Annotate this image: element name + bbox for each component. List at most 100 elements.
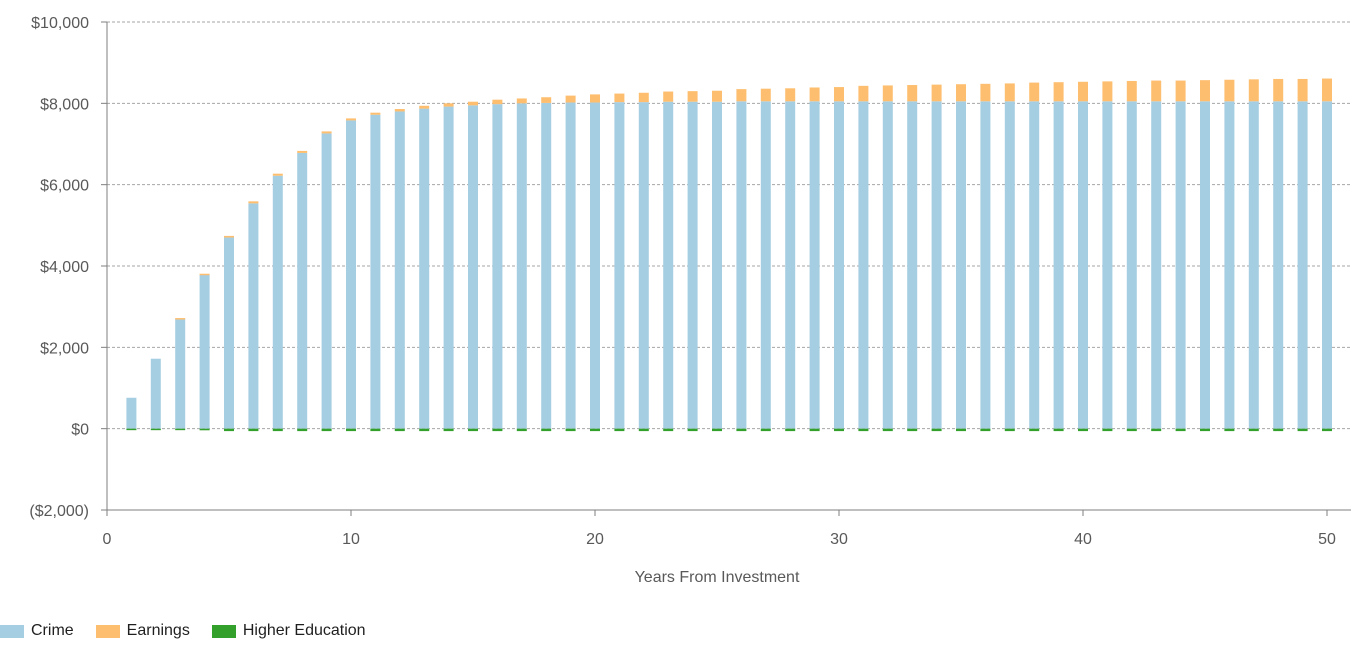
bar-segment-higher-education <box>1053 428 1064 432</box>
bar-segment-earnings <box>1248 79 1259 102</box>
y-tick-label: $2,000 <box>40 340 89 357</box>
x-tick-label: 20 <box>586 531 604 548</box>
bar-segment-earnings <box>443 103 454 107</box>
bar-segment-higher-education <box>956 428 966 432</box>
bar-segment-earnings <box>931 84 942 102</box>
bar-segment-higher-education <box>1004 428 1015 432</box>
bar-segment-earnings <box>980 83 991 102</box>
bar-segment-crime <box>980 101 991 429</box>
bar-segment-higher-education <box>638 428 649 432</box>
bar-segment-earnings <box>1273 78 1284 102</box>
bar-segment-crime <box>712 101 722 429</box>
bar-segment-crime <box>394 111 405 429</box>
bar-segment-higher-education <box>419 428 430 432</box>
bar-segment-earnings <box>590 94 600 103</box>
legend: Crime Earnings Higher Education <box>0 622 388 640</box>
bar-segment-higher-education <box>1029 428 1040 432</box>
bar-segment-crime <box>224 237 234 429</box>
bar-segment-earnings <box>1175 80 1186 102</box>
bar-segment-earnings <box>370 112 381 115</box>
bar-segment-earnings <box>1126 80 1137 102</box>
bar-segment-crime <box>907 101 918 429</box>
bar-segment-earnings <box>1004 83 1015 102</box>
bar-segment-higher-education <box>1297 428 1308 432</box>
bar-segment-crime <box>809 101 820 429</box>
bar-segment-higher-education <box>443 428 454 432</box>
bar-segment-crime <box>541 102 552 429</box>
bar-segment-earnings <box>1297 78 1308 102</box>
bar-segment-earnings <box>321 131 332 134</box>
bar-segment-earnings <box>468 101 478 106</box>
bar-segment-crime <box>175 318 186 429</box>
bar-segment-higher-education <box>175 428 186 431</box>
bar-segment-crime <box>1297 101 1308 429</box>
bar-segment-higher-education <box>1248 428 1259 432</box>
bar-segment-earnings <box>346 118 356 121</box>
bar-segment-higher-education <box>1273 428 1284 432</box>
bar-segment-higher-education <box>272 428 283 432</box>
bar-segment-higher-education <box>590 428 600 432</box>
bar-segment-higher-education <box>370 428 381 432</box>
bar-segment-crime <box>785 101 796 429</box>
bar-segment-higher-education <box>1224 428 1235 432</box>
gridlines <box>107 21 1351 430</box>
bar-segment-higher-education <box>468 428 478 432</box>
bar-segment-crime <box>346 120 356 429</box>
bar-segment-earnings <box>1102 81 1113 102</box>
bar-segment-higher-education <box>346 428 356 432</box>
bar-segment-crime <box>956 101 966 429</box>
x-tick-label: 0 <box>103 531 112 548</box>
x-tick-label: 50 <box>1318 531 1336 548</box>
bar-segment-earnings <box>736 89 747 102</box>
bar-segment-crime <box>199 274 210 429</box>
bar-segment-earnings <box>858 85 869 102</box>
bar-segment-higher-education <box>1322 428 1332 432</box>
bar-segment-higher-education <box>297 428 308 432</box>
bar-segment-higher-education <box>712 428 722 432</box>
bar-segment-higher-education <box>736 428 747 432</box>
bar-segment-crime <box>1273 101 1284 429</box>
bar-segment-higher-education <box>785 428 796 432</box>
bar-segment-higher-education <box>248 428 259 432</box>
y-tick-label: $10,000 <box>31 15 89 32</box>
bar-segment-higher-education <box>809 428 820 432</box>
bar-segment-higher-education <box>1102 428 1113 432</box>
bar-segment-higher-education <box>224 428 234 432</box>
bar-segment-higher-education <box>1078 428 1088 432</box>
bar-segment-higher-education <box>565 428 576 432</box>
bar-segment-earnings <box>1322 78 1332 102</box>
legend-swatch <box>0 624 24 638</box>
bar-segment-higher-education <box>1175 428 1186 432</box>
axes: ($2,000) $0 $2,000 $4,000 $6,000 $8,000 $10,00… <box>29 15 1351 548</box>
bar-segment-crime <box>272 175 283 429</box>
bar-segment-crime <box>590 102 600 429</box>
legend-swatch <box>211 624 236 638</box>
bar-segment-higher-education <box>858 428 869 432</box>
legend-item-crime: Crime <box>0 622 74 640</box>
bar-segment-crime <box>638 102 649 429</box>
bar-segment-crime <box>858 101 869 429</box>
bar-segment-crime <box>1078 101 1088 429</box>
bar-segment-crime <box>126 397 137 429</box>
bar-segment-crime <box>492 104 503 429</box>
bar-segment-higher-education <box>663 428 674 432</box>
bar-segment-earnings <box>492 99 503 105</box>
bar-segment-crime <box>516 103 527 429</box>
bar-segment-higher-education <box>760 428 771 432</box>
bar-segment-higher-education <box>834 428 844 432</box>
bar-segment-earnings <box>1200 80 1210 102</box>
bar-segment-crime <box>882 101 893 429</box>
bar-segment-earnings <box>516 98 527 104</box>
bar-segment-higher-education <box>394 428 405 432</box>
bar-segment-higher-education <box>1200 428 1210 432</box>
bar-segment-crime <box>248 203 259 429</box>
bar-segment-earnings <box>809 87 820 102</box>
legend-item-earnings: Earnings <box>95 622 190 640</box>
bar-segment-higher-education <box>882 428 893 432</box>
bar-segment-earnings <box>712 90 722 102</box>
legend-item-higher-education: Higher Education <box>211 622 366 640</box>
bar-segment-higher-education <box>150 428 161 431</box>
y-tick-label: $4,000 <box>40 259 89 276</box>
bar-segment-earnings <box>1029 82 1040 102</box>
bar-segment-crime <box>1029 101 1040 429</box>
